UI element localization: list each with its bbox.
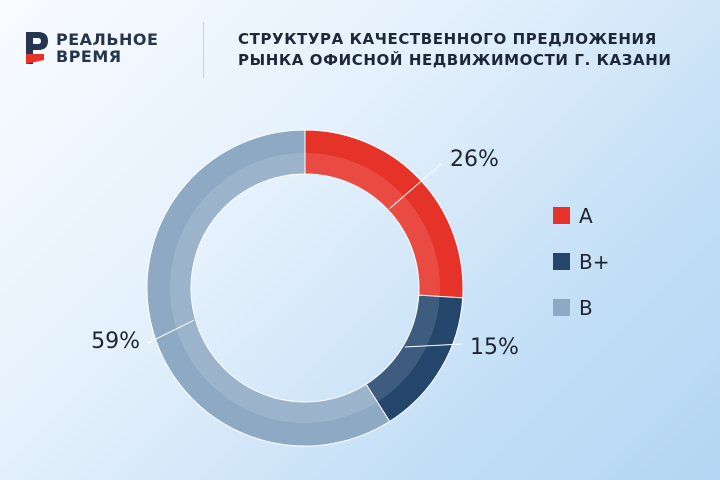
leader-line-a (389, 163, 442, 209)
legend-swatch-a (553, 207, 570, 224)
percent-label-b: 59% (91, 329, 140, 354)
brand-name-line2: ВРЕМЯ (56, 47, 122, 66)
chart-legend: A B+ B (553, 204, 609, 320)
donut-slices (146, 129, 464, 447)
donut-slice-b (146, 129, 391, 447)
chart-title-line2: РЫНКА ОФИСНОЙ НЕДВИЖИМОСТИ Г. КАЗАНИ (238, 51, 672, 69)
donut-slice-inner-band-a (305, 153, 440, 297)
legend-swatch-b (553, 299, 570, 316)
leader-line-b-plus (404, 343, 463, 348)
brand-name-line1: РЕАЛЬНОЕ (56, 30, 159, 49)
brand-logo-icon (26, 32, 48, 64)
percent-label-a: 26% (450, 147, 499, 172)
donut-slice-inner-band-b-plus (366, 295, 440, 402)
legend-swatch-b-plus (553, 253, 570, 270)
legend-label-b: B (579, 296, 593, 320)
chart-title-line1: СТРУКТУРА КАЧЕСТВЕННОГО ПРЕДЛОЖЕНИЯ (238, 30, 657, 48)
brand-logo: РЕАЛЬНОЕ ВРЕМЯ (24, 30, 158, 66)
leader-line-b (147, 319, 194, 344)
percent-label-b-plus: 15% (470, 335, 519, 360)
percent-labels: 26% 15% 59% (91, 147, 519, 360)
chart-title: СТРУКТУРА КАЧЕСТВЕННОГО ПРЕДЛОЖЕНИЯ РЫНК… (238, 29, 708, 71)
label-leader-lines (147, 163, 463, 348)
header-divider (203, 22, 204, 78)
legend-label-a: A (579, 204, 593, 228)
legend-label-b-plus: B+ (579, 250, 609, 274)
donut-slice-inner-band-b (170, 153, 378, 423)
